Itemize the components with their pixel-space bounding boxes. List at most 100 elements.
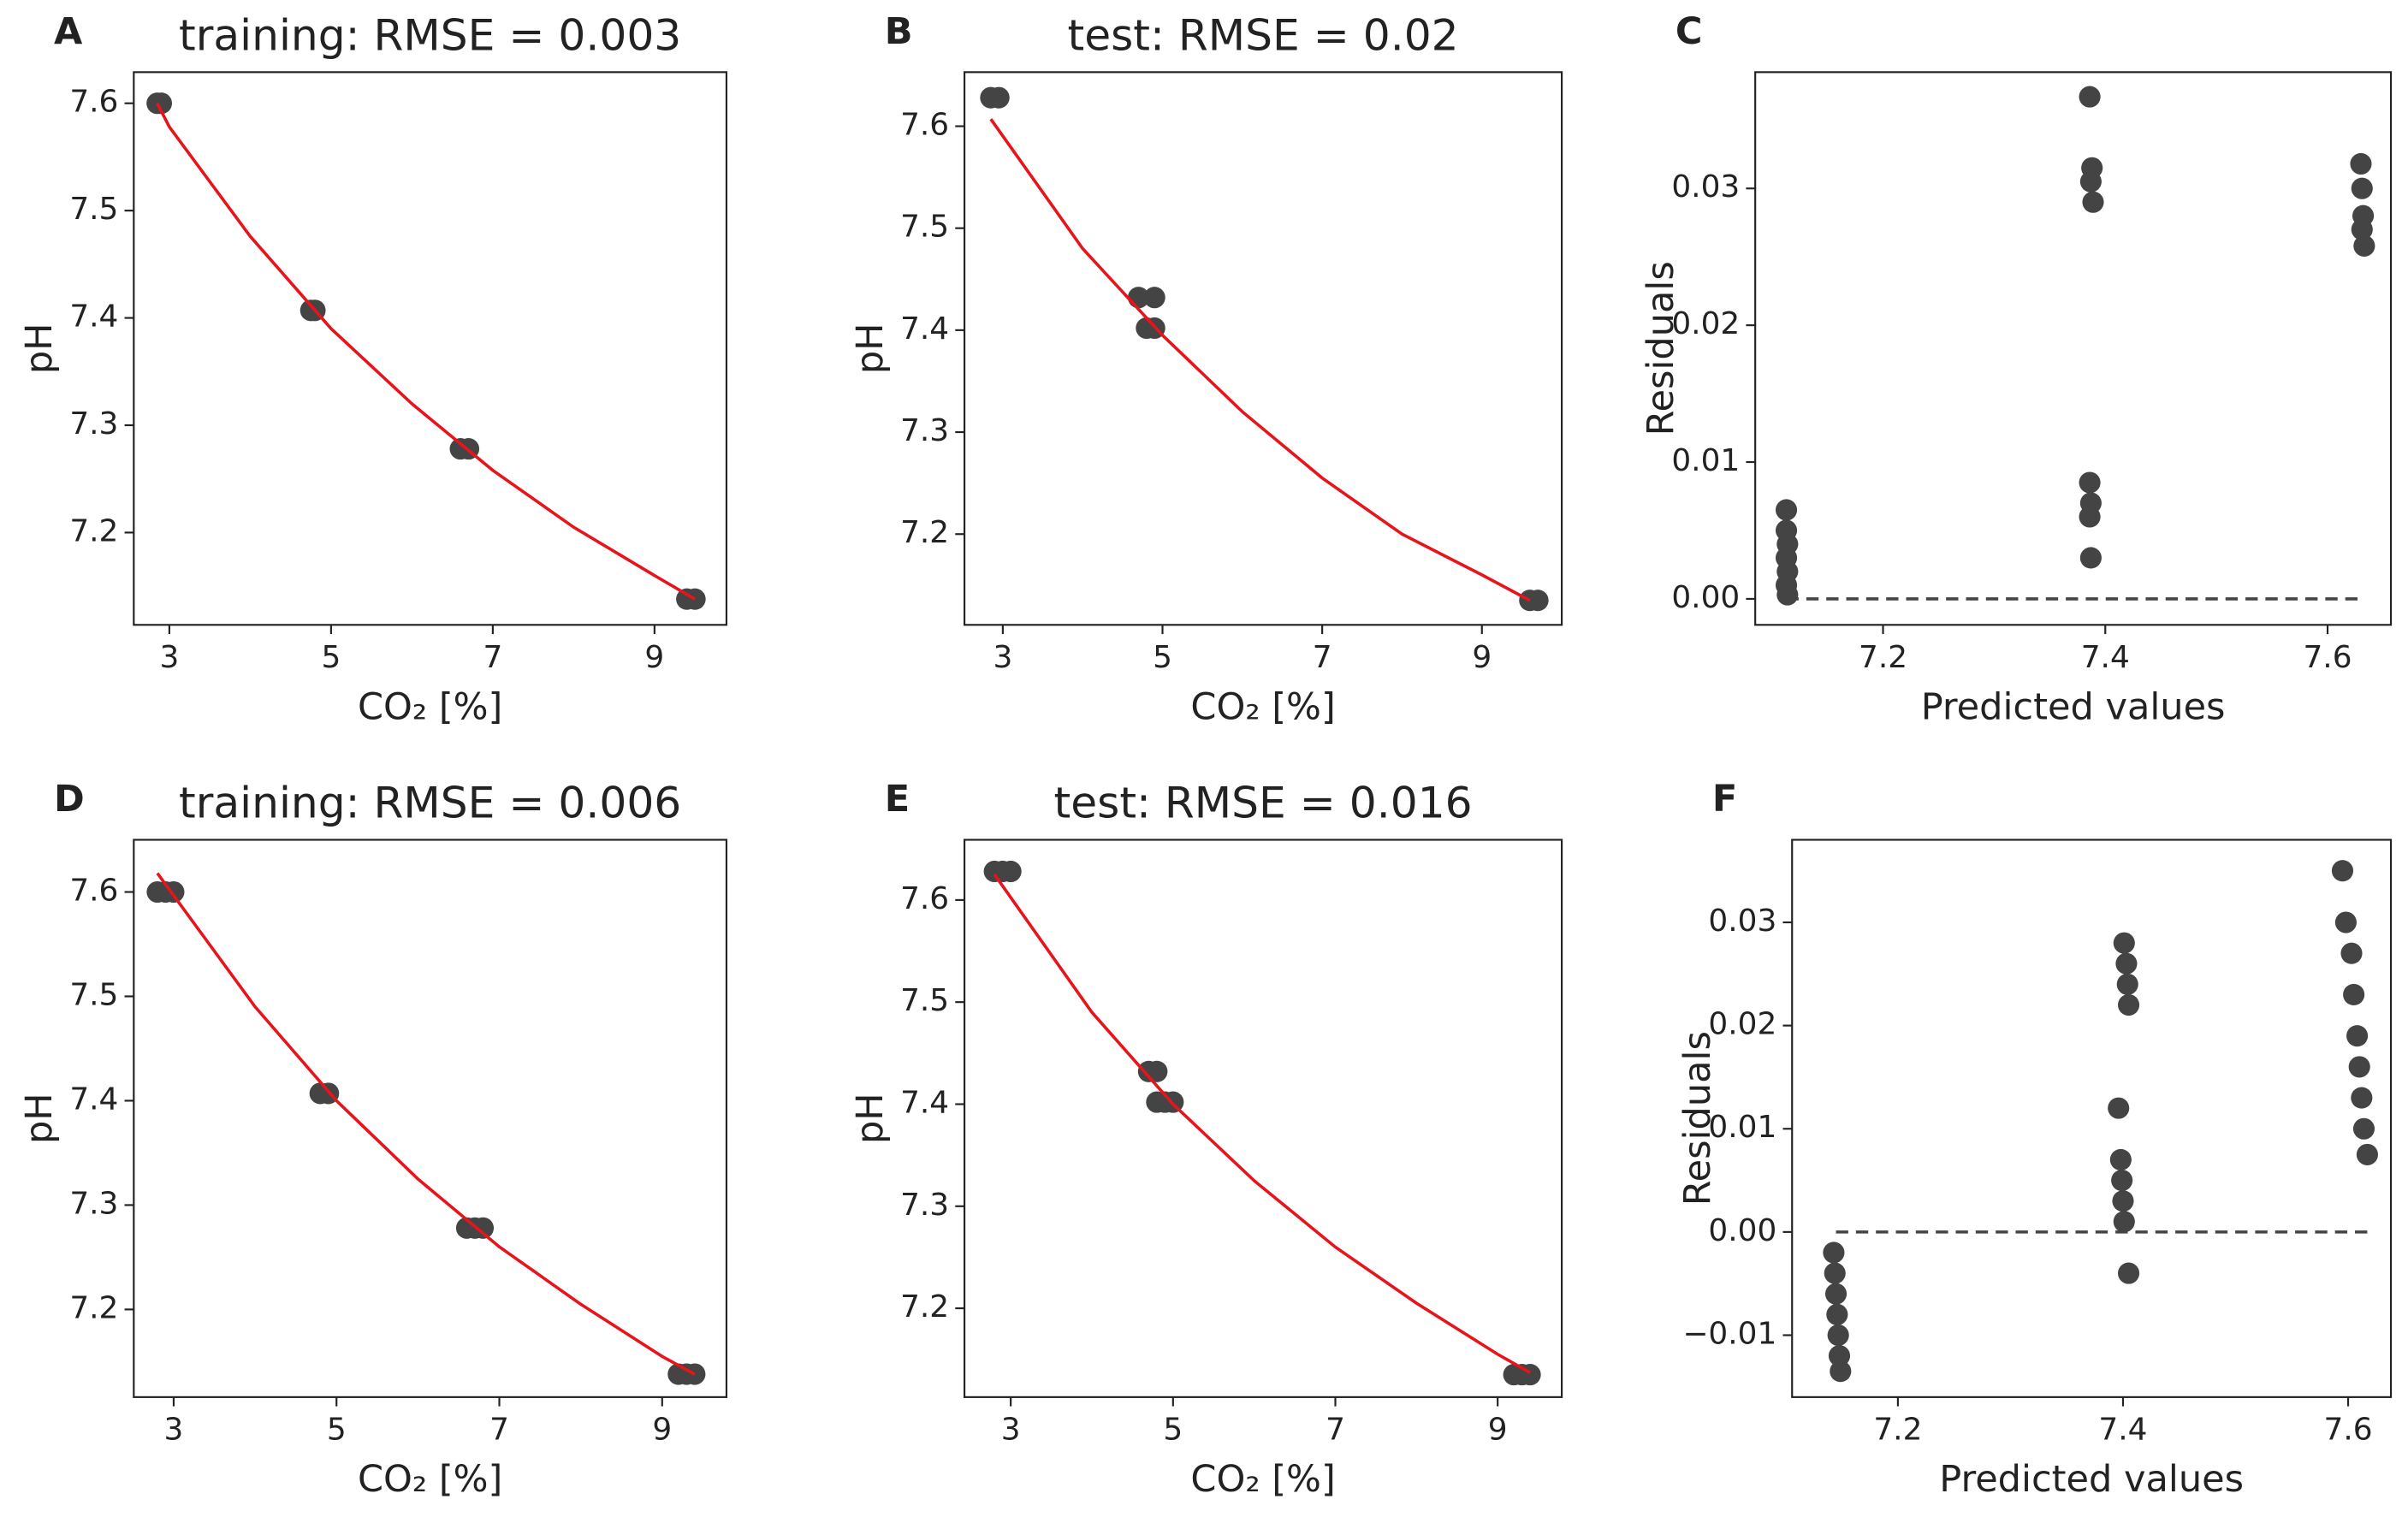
data-point [1146,1060,1168,1082]
y-tick-label: 7.6 [69,85,118,120]
fit-curve [156,872,696,1376]
data-point [2351,177,2373,199]
y-axis-label: pH [849,1093,892,1144]
fit-curve [156,102,697,601]
x-axis-label: CO₂ [%] [1190,685,1335,728]
data-point [2351,1087,2373,1109]
y-tick-label: 7.3 [69,406,118,441]
y-tick-label: 7.5 [69,192,118,227]
x-tick-label: 5 [327,1412,347,1447]
chart-title: test: RMSE = 0.02 [1068,9,1459,60]
data-point [2079,170,2102,193]
data-point [1828,1345,1851,1367]
data-point [1827,1324,1849,1347]
chart-title: training: RMSE = 0.003 [179,9,681,60]
y-tick-label: 7.2 [900,1289,949,1324]
x-tick-label: 7.6 [2324,1412,2373,1447]
y-tick-label: 7.3 [900,413,949,448]
y-tick-label: 0.00 [1708,1213,1776,1248]
y-tick-label: 7.2 [900,515,949,550]
y-tick-label: 0.03 [1671,169,1740,204]
panel-letter: F [1712,778,1737,821]
x-tick-label: 9 [1488,1412,1508,1447]
data-point [1143,287,1165,309]
panel-letter: D [54,778,85,821]
x-tick-label: 9 [644,640,664,675]
y-tick-label: 7.6 [900,881,949,916]
data-point [1823,1242,1845,1264]
plot-frame [964,839,1563,1398]
x-tick-label: 7 [483,640,502,675]
y-axis-label: Residuals [1676,1031,1719,1206]
data-point [2113,932,2135,954]
x-axis-label: CO₂ [%] [1190,1458,1335,1501]
x-axis-label: CO₂ [%] [358,685,502,728]
chart-title: test: RMSE = 0.016 [1054,778,1473,828]
data-point [988,86,1010,109]
y-tick-label: 7.4 [900,311,949,347]
plot-frame [964,71,1563,626]
x-tick-label: 9 [652,1412,672,1447]
data-point [2117,1262,2140,1284]
panel-letter: E [885,778,910,821]
y-tick-label: 7.4 [69,1082,118,1117]
data-point [2353,234,2375,257]
data-point [999,860,1022,883]
data-point [1775,499,1798,521]
y-tick-label: 7.6 [69,874,118,909]
data-point [2108,1097,2130,1119]
y-tick-label: 7.4 [69,299,118,335]
data-point [2109,1148,2132,1170]
x-tick-label: 7 [1313,640,1332,675]
y-tick-label: 0.02 [1671,306,1740,341]
y-tick-label: −0.01 [1682,1316,1776,1351]
x-tick-label: 3 [993,640,1012,675]
data-point [1527,590,1549,612]
data-point [1824,1262,1846,1284]
data-point [2351,218,2373,240]
data-point [2079,86,2101,108]
chart-title: training: RMSE = 0.006 [179,778,681,828]
y-tick-label: 7.4 [900,1085,949,1120]
data-point [2331,860,2354,882]
data-point [2117,993,2140,1016]
x-tick-label: 3 [159,640,179,675]
y-tick-label: 7.6 [900,108,949,143]
plot-frame [133,839,728,1398]
plot-frame [133,71,728,626]
data-point [2113,1211,2135,1233]
data-point [2079,506,2101,528]
y-tick-label: 7.3 [69,1186,118,1221]
data-point [2082,191,2104,213]
data-point [2356,1143,2378,1165]
data-point [2352,1117,2375,1140]
y-axis-label: pH [849,323,892,374]
data-point [2111,1169,2133,1192]
y-tick-label: 0.00 [1671,580,1740,615]
x-tick-label: 3 [164,1412,184,1447]
x-tick-label: 9 [1472,640,1492,675]
y-tick-label: 0.01 [1708,1110,1776,1145]
y-tick-label: 7.2 [69,1290,118,1325]
y-tick-label: 7.5 [900,210,949,245]
y-tick-label: 0.02 [1708,1007,1776,1042]
x-tick-label: 7.4 [2081,640,2130,675]
data-point [2340,942,2363,964]
y-tick-label: 7.2 [69,513,118,548]
data-point [1826,1303,1848,1325]
data-point [2079,547,2102,569]
panel-letter: A [54,10,83,53]
y-tick-label: 0.03 [1708,904,1776,939]
plot-frame [1754,71,2393,626]
data-point [472,1217,495,1239]
x-tick-label: 7.6 [2303,640,2352,675]
data-point [2112,1190,2134,1212]
data-point [2115,952,2138,975]
x-tick-label: 5 [1163,1412,1183,1447]
fit-curve [993,874,1531,1374]
y-axis-label: pH [18,323,61,374]
y-tick-label: 7.3 [900,1188,949,1223]
x-tick-label: 7 [489,1412,509,1447]
data-point [2116,973,2138,995]
